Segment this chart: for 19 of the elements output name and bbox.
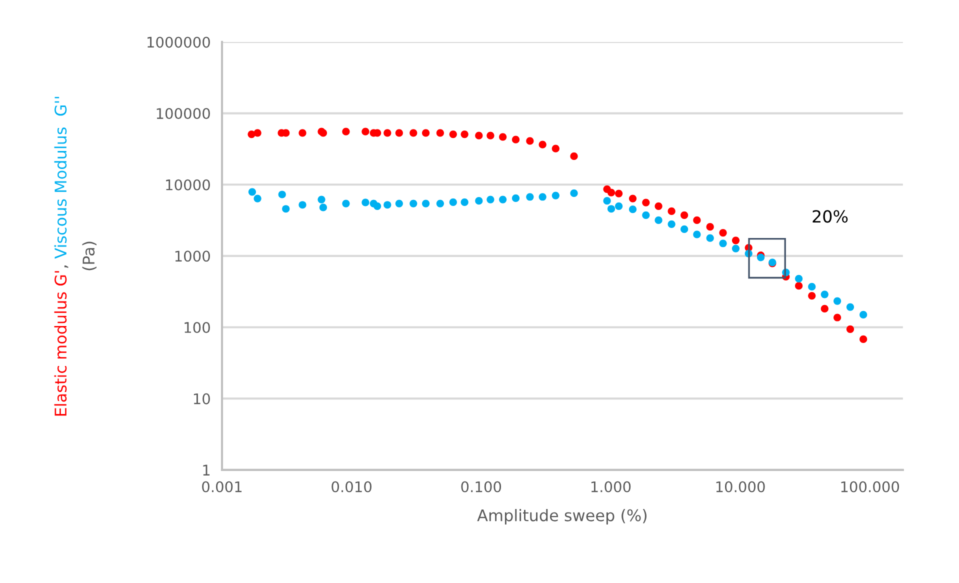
- y-tick-label: 1: [203, 464, 210, 476]
- y-tick-label: 1000: [175, 250, 210, 262]
- annotation: 20%: [812, 210, 848, 223]
- y-tick-label: 10000: [166, 179, 210, 190]
- x-tick-label: 0.010: [332, 481, 372, 492]
- y-axis-title: (Pa): [82, 242, 97, 270]
- y-tick-label: 100000: [156, 108, 210, 120]
- y-tick-label: 10: [194, 393, 210, 404]
- x-tick-label: 100.000: [841, 481, 900, 492]
- x-tick-label: 0.001: [202, 481, 242, 492]
- x-tick-label: 0.100: [461, 481, 502, 492]
- y-tick-label: 100: [184, 322, 210, 334]
- y-tick-label: 1000000: [148, 36, 210, 48]
- text: Elastic modulus G': [54, 271, 67, 416]
- x-tick-label: 10.000: [716, 481, 765, 492]
- x-tick-label: 1.000: [591, 481, 631, 492]
- text: ,: [64, 266, 68, 268]
- x-axis-title: Amplitude sweep (%): [477, 509, 646, 524]
- text: Viscous Modulus G'': [54, 96, 67, 259]
